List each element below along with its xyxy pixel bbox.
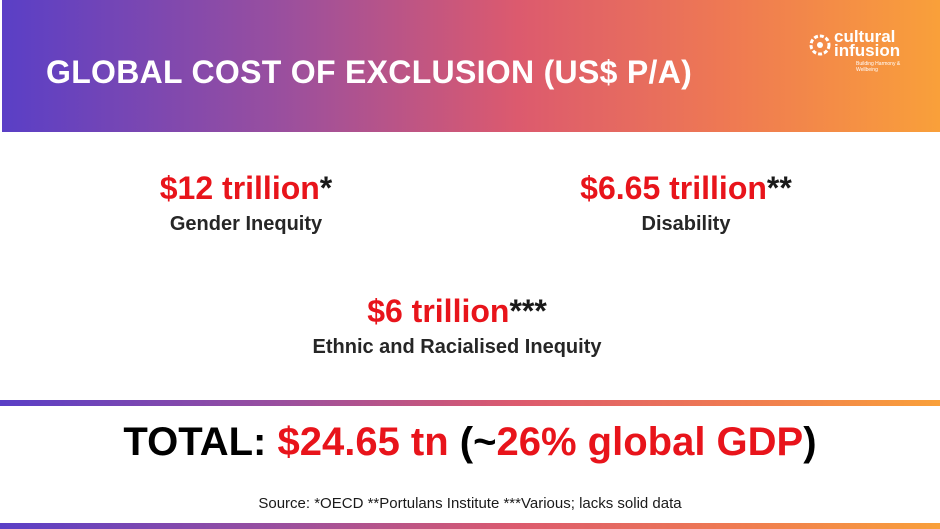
item-label: Gender Inequity: [169, 213, 323, 235]
divider: [0, 400, 940, 406]
amount: $6.65 trillion: [580, 170, 767, 206]
total-text: ): [803, 420, 817, 464]
footnote-mark: *: [319, 170, 333, 206]
logo-text: cultural: [834, 27, 896, 46]
cost-item: $12 trillion* Gender Inequity: [36, 170, 456, 236]
slide-title: GLOBAL COST OF EXCLUSION (US$ P/A): [46, 54, 693, 90]
amount: $6 trillion: [367, 293, 510, 329]
header-banner: GLOBAL COST OF EXCLUSION (US$ P/A) cultu…: [2, 0, 940, 132]
cost-item: $6.65 trillion** Disability: [476, 170, 896, 236]
total-text: TOTAL:: [123, 420, 278, 464]
total-amount: $24.65 tn: [277, 420, 449, 464]
amount: $12 trillion: [159, 170, 320, 206]
total: TOTAL: $24.65 tn (~26% global GDP): [0, 420, 940, 465]
logo-tagline: Building Harmony & Wellbeing: [856, 61, 901, 73]
item-label: Disability: [641, 213, 731, 235]
logo-text: infusion: [834, 41, 901, 60]
logo: cultural infusion Building Harmony & Wel…: [808, 28, 938, 78]
footnote-mark: **: [766, 170, 792, 206]
total-share: 26% global GDP: [496, 420, 804, 464]
source-note: Source: *OECD **Portulans Institute ***V…: [258, 495, 682, 512]
logo-icon: [809, 34, 831, 56]
divider: [0, 523, 940, 529]
item-label: Ethnic and Racialised Inequity: [312, 336, 602, 358]
cost-item: $6 trillion*** Ethnic and Racialised Ine…: [247, 293, 667, 359]
total-text: (~: [448, 420, 497, 464]
footnote-mark: ***: [509, 293, 547, 329]
